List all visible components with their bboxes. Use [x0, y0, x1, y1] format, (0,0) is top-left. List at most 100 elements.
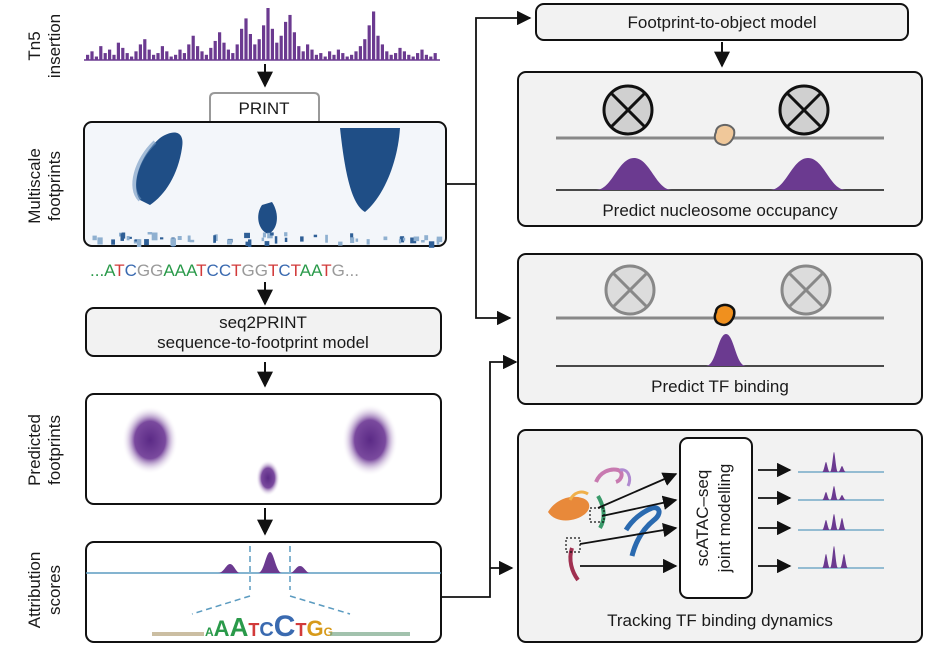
tn5-bar [213, 40, 217, 60]
heatmap-speck [366, 239, 370, 245]
tn5-bar [262, 25, 266, 60]
connector-heatmap-to-object-model [446, 10, 532, 185]
motif-letter: G [306, 616, 323, 641]
nucleosome-icon-faded [780, 264, 832, 316]
sequence-base: G [137, 261, 150, 280]
predicted-blob [342, 404, 398, 476]
sequence-base: T [231, 261, 241, 280]
side-label-line: Attribution [25, 552, 44, 629]
heatmap-speck [313, 234, 318, 238]
tn5-bar [134, 51, 138, 60]
predicted-blob [122, 406, 178, 474]
tn5-bar [169, 56, 173, 60]
heatmap-speck [400, 236, 405, 243]
tn5-bar [279, 35, 283, 60]
nucleosome-caption: Predict nucleosome occupancy [602, 201, 838, 220]
heatmap-speck [244, 232, 250, 239]
tn5-bar [160, 46, 164, 60]
tn5-bar [310, 49, 314, 60]
multiscale-footprint-heatmap [83, 121, 447, 248]
tn5-bar [358, 46, 362, 60]
heatmap-speck [151, 232, 158, 241]
heatmap-speck [410, 237, 417, 244]
tn5-bar [147, 49, 151, 60]
tn5-bar [86, 54, 90, 60]
heatmap-speck [177, 236, 182, 240]
tn5-bar [328, 51, 332, 60]
footprint-to-object-label: Footprint-to-object model [628, 13, 817, 32]
heatmap-speck [355, 238, 359, 242]
heatmap-speck [267, 232, 273, 239]
sequence-base: A [311, 261, 323, 280]
heatmap-speck [270, 232, 274, 236]
tn5-bar [314, 54, 318, 60]
sequence-base: A [175, 261, 187, 280]
heatmap-speck [214, 234, 218, 241]
tn5-bar [218, 32, 222, 60]
heatmap-speck [261, 237, 265, 242]
sequence-base: T [321, 261, 331, 280]
nucleosome-occupancy-panel: Predict nucleosome occupancy [517, 71, 923, 227]
sequence-base: G [242, 261, 255, 280]
tn5-bar [385, 51, 389, 60]
sequence-ellipsis: ... [345, 261, 359, 280]
tn5-bar [429, 56, 433, 60]
tn5-bar [389, 54, 393, 60]
sequence-ellipsis: ... [90, 261, 104, 280]
heatmap-speck [350, 237, 355, 243]
tn5-bar [332, 54, 336, 60]
heatmap-speck [136, 239, 142, 247]
tn5-bar [253, 44, 257, 60]
heatmap-speck [383, 236, 388, 241]
predicted-footprints-panel [85, 393, 442, 505]
tn5-bar [200, 51, 204, 60]
tn5-bar [424, 54, 428, 60]
heatmap-speck [92, 235, 97, 241]
tn5-bar [178, 49, 182, 60]
heatmap-speck [350, 233, 354, 240]
side-label-line: insertion [45, 14, 64, 78]
sequence-base: G [255, 261, 268, 280]
tn5-bar [376, 35, 380, 60]
tn5-bar [209, 47, 213, 60]
heatmap-speck [262, 232, 266, 238]
tn5-bar [367, 25, 371, 60]
sequence-base: T [291, 261, 301, 280]
side-label-line: Tn5 [25, 31, 44, 60]
sequence-base: C [219, 261, 231, 280]
heatmap-speck [128, 236, 132, 239]
sequence-base: T [114, 261, 124, 280]
motif-letter: C [259, 619, 273, 641]
motif-letter: G [324, 625, 333, 639]
heatmap-speck [228, 240, 232, 245]
tn5-bar [319, 53, 323, 60]
heatmap-speck [413, 236, 420, 242]
tn5-bar [306, 44, 310, 60]
tn5-bar [292, 32, 296, 60]
tn5-bar [420, 49, 424, 60]
side-label-line: footprints [45, 151, 64, 221]
tn5-bar [345, 56, 349, 60]
tn5-bar [341, 53, 345, 60]
track-peak [838, 495, 846, 500]
heatmap-speck [144, 239, 149, 246]
tn5-bar [143, 39, 147, 60]
print-tab: PRINT [209, 92, 320, 122]
tn5-bar [182, 53, 186, 60]
sequence-logo: AAATCCTGG [152, 610, 410, 643]
nucleosome-icon [602, 84, 654, 136]
tn5-bar [99, 46, 103, 60]
tn5-bar [240, 28, 244, 60]
tf-protein-icon [713, 303, 736, 327]
sequence-base: T [196, 261, 206, 280]
sequence-base: G [150, 261, 163, 280]
heatmap-speck [120, 233, 124, 241]
predicted-blob [256, 460, 280, 496]
track-peak [822, 492, 830, 500]
tn5-bar [394, 53, 398, 60]
tf-protein-icon [713, 124, 736, 146]
sequence-base: A [300, 261, 312, 280]
seq2print-subtitle: sequence-to-footprint model [157, 333, 369, 352]
